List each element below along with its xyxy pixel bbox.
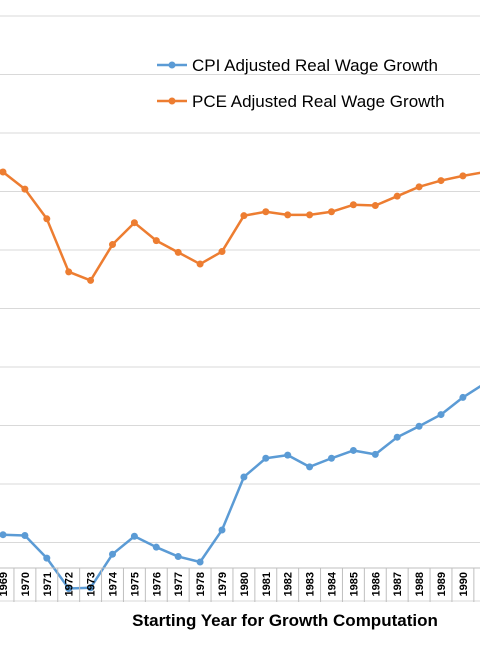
x-tick-label: 1977 (173, 572, 185, 596)
x-tick-label: 1973 (86, 572, 98, 596)
data-point (152, 543, 160, 551)
x-tick-label: 1971 (42, 572, 54, 596)
x-tick-label: 1986 (370, 572, 382, 596)
gridlines (0, 15, 480, 602)
data-point (174, 553, 182, 561)
legend-marker-pce (168, 97, 176, 105)
data-point (328, 208, 335, 216)
data-point (459, 172, 467, 180)
x-tick-label: 1985 (348, 572, 360, 596)
data-point (437, 177, 445, 185)
data-point (21, 531, 29, 539)
data-point (43, 215, 51, 223)
data-point (0, 168, 7, 176)
data-point (262, 454, 270, 462)
data-point (437, 411, 445, 419)
data-point (371, 450, 379, 458)
data-point (174, 248, 182, 256)
x-tick-label: 1978 (195, 572, 207, 596)
data-point (371, 202, 379, 210)
legend-label-pce: PCE Adjusted Real Wage Growth (192, 92, 445, 111)
data-point (415, 183, 423, 191)
data-point (43, 554, 51, 562)
x-tick-label: 1975 (129, 572, 141, 596)
x-tick-label: 1969 (0, 572, 10, 596)
data-point (218, 248, 226, 256)
data-point (240, 212, 248, 220)
x-tick-label: 1980 (239, 572, 251, 596)
data-point (349, 446, 357, 454)
series-line-0 (0, 384, 480, 590)
data-point (0, 531, 7, 539)
legend: CPI Adjusted Real Wage Growth PCE Adjust… (157, 56, 445, 111)
legend-label-cpi: CPI Adjusted Real Wage Growth (192, 56, 438, 75)
x-tick-label: 1972 (64, 572, 76, 596)
x-tick-label: 1987 (392, 572, 404, 596)
data-point (21, 185, 29, 193)
data-point (87, 276, 95, 284)
series-line-1 (0, 169, 480, 282)
x-axis-title: Starting Year for Growth Computation (132, 611, 438, 630)
x-tick-label: 1989 (436, 572, 448, 596)
data-point (262, 208, 270, 216)
data-point (415, 422, 423, 430)
data-point (152, 237, 160, 245)
data-point (240, 473, 248, 481)
series-points (0, 168, 467, 593)
x-tick-label: 1983 (305, 572, 317, 596)
x-tick-label: 1988 (414, 572, 426, 596)
data-point (284, 451, 292, 459)
data-point (65, 585, 73, 593)
data-point (109, 550, 116, 558)
data-point (109, 241, 116, 249)
data-point (65, 268, 73, 276)
x-tick-label: 1982 (283, 572, 295, 596)
data-point (328, 454, 335, 462)
x-axis: 1968196919701971197219731974197519761977… (0, 567, 480, 602)
data-point (393, 433, 401, 441)
x-tick-label: 1970 (20, 572, 32, 596)
x-tick-label: 1979 (217, 572, 229, 596)
data-point (130, 532, 138, 540)
series-lines (0, 169, 480, 590)
data-point (87, 584, 95, 592)
data-point (306, 463, 314, 471)
x-tick-label: 1974 (108, 571, 120, 596)
data-point (349, 201, 357, 209)
data-point (130, 219, 138, 227)
legend-marker-cpi (168, 61, 176, 69)
data-point (306, 211, 314, 219)
x-tick-label: 1984 (327, 571, 339, 596)
x-tick-label: 1981 (261, 572, 273, 596)
data-point (459, 393, 467, 401)
data-point (393, 192, 401, 200)
data-point (196, 260, 204, 268)
data-point (284, 211, 292, 219)
data-point (218, 526, 226, 534)
x-tick-label: 1976 (151, 572, 163, 596)
x-tick-label: 1990 (458, 572, 470, 596)
data-point (196, 558, 204, 566)
